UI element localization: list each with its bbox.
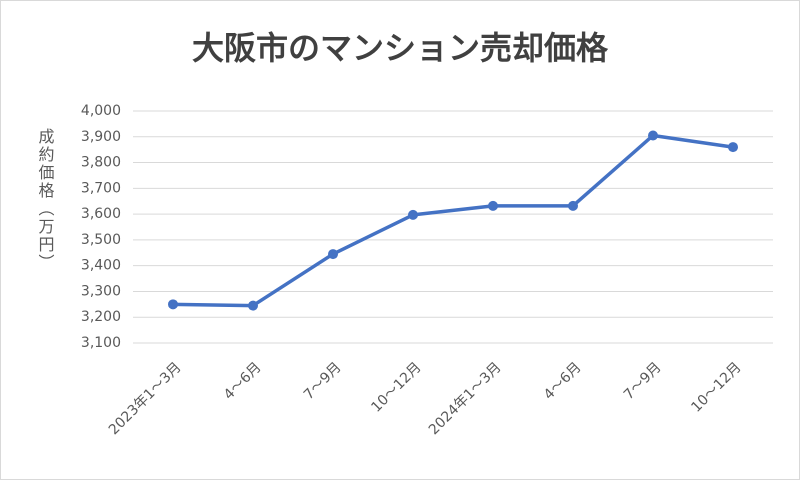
y-tick-label: 3,400 xyxy=(81,258,121,274)
y-tick-label: 3,700 xyxy=(81,180,121,196)
y-tick-label: 4,000 xyxy=(81,103,121,119)
chart-title: 大阪市のマンション売却価格 xyxy=(192,29,609,67)
y-tick-label: 3,800 xyxy=(81,155,121,171)
data-point xyxy=(168,299,178,310)
data-point xyxy=(648,130,658,141)
data-point xyxy=(328,249,338,260)
y-tick-label: 3,600 xyxy=(81,206,121,222)
data-point xyxy=(728,142,738,153)
y-axis-label: 成約価格（万円） xyxy=(36,128,55,272)
data-point xyxy=(488,200,498,211)
data-line xyxy=(172,133,734,308)
y-tick-label: 3,300 xyxy=(81,283,121,299)
y-tick-label: 3,100 xyxy=(81,335,121,351)
data-point xyxy=(248,300,258,311)
y-tick-label: 3,500 xyxy=(81,232,121,248)
data-point xyxy=(568,200,578,211)
y-tick-label: 3,200 xyxy=(81,309,121,325)
y-tick-label: 3,900 xyxy=(81,129,121,145)
data-point xyxy=(408,209,418,220)
